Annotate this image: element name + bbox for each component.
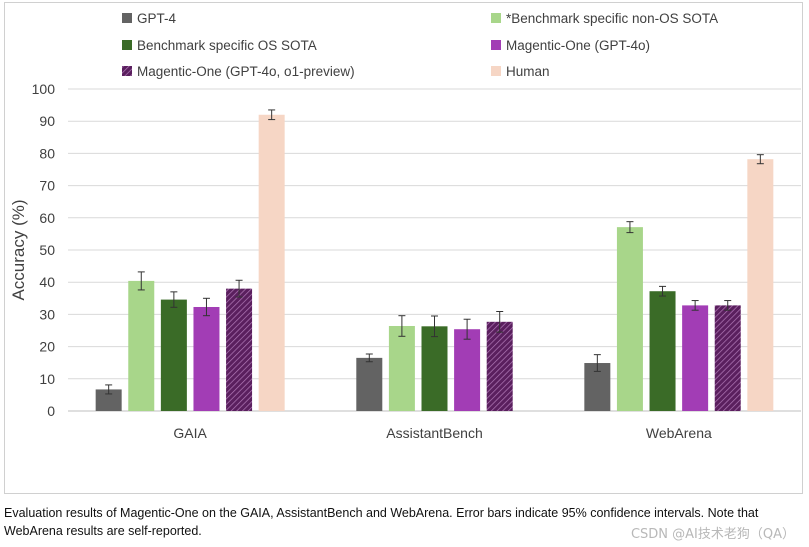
legend-label: Magentic-One (GPT-4o)	[506, 38, 650, 53]
watermark: CSDN @AI技术老狗（QA）	[630, 527, 795, 542]
y-tick-label: 70	[39, 178, 55, 194]
y-tick-label: 0	[47, 403, 55, 419]
y-tick-label: 20	[39, 339, 55, 355]
bar-chart: 0 10 20 30 40 50 60 70 80 90 100 Accuracy (%) GAIA As…	[9, 11, 801, 441]
x-tick-label: GAIA	[173, 425, 207, 441]
legend-label: Human	[506, 64, 550, 79]
legend-label: Benchmark specific OS SOTA	[137, 38, 317, 53]
bar-benchmark-specific-os-sota	[160, 299, 187, 411]
bar-benchmark-specific-non-os-sota	[616, 227, 643, 411]
chart-container: 0 10 20 30 40 50 60 70 80 90 100 Accuracy (%) GAIA As…	[4, 2, 803, 494]
legend-swatch	[122, 13, 132, 23]
bar-benchmark-specific-os-sota	[421, 326, 448, 411]
y-tick-label: 30	[39, 306, 55, 322]
y-axis-label: Accuracy (%)	[9, 199, 28, 300]
y-tick-label: 80	[39, 145, 55, 161]
legend-swatch	[122, 40, 132, 50]
y-tick-label: 60	[39, 210, 55, 226]
bar-magentic-one-gpt-4o-o1-preview	[486, 321, 513, 411]
legend-swatch	[491, 13, 501, 23]
legend-swatch	[491, 66, 501, 76]
bar-magentic-one-gpt-4o-o1-preview	[714, 305, 741, 411]
bar-gpt-4	[356, 357, 383, 411]
figure-caption: Evaluation results of Magentic-One on th…	[4, 506, 759, 538]
legend-label: *Benchmark specific non-OS SOTA	[506, 11, 718, 26]
bar-benchmark-specific-non-os-sota	[128, 280, 155, 411]
bar-gpt-4	[95, 389, 122, 411]
bar-magentic-one-gpt-4o	[454, 329, 481, 411]
y-tick-label: 40	[39, 274, 55, 290]
bar-benchmark-specific-os-sota	[649, 291, 676, 411]
legend-swatch	[122, 66, 132, 76]
bar-human	[258, 114, 285, 411]
y-tick-label: 90	[39, 113, 55, 129]
legend-swatch	[491, 40, 501, 50]
bar-human	[747, 159, 774, 411]
bar-magentic-one-gpt-4o-o1-preview	[226, 288, 253, 411]
x-tick-label: AssistantBench	[386, 425, 483, 441]
legend-label: Magentic-One (GPT-4o, o1-preview)	[137, 64, 355, 79]
bar-magentic-one-gpt-4o	[682, 305, 709, 411]
y-tick-label: 50	[39, 242, 55, 258]
x-tick-label: WebArena	[646, 425, 712, 441]
y-tick-label: 100	[32, 81, 56, 97]
bar-benchmark-specific-non-os-sota	[388, 325, 415, 411]
bar-magentic-one-gpt-4o	[193, 306, 220, 411]
y-tick-label: 10	[39, 371, 55, 387]
legend-label: GPT-4	[137, 11, 177, 26]
